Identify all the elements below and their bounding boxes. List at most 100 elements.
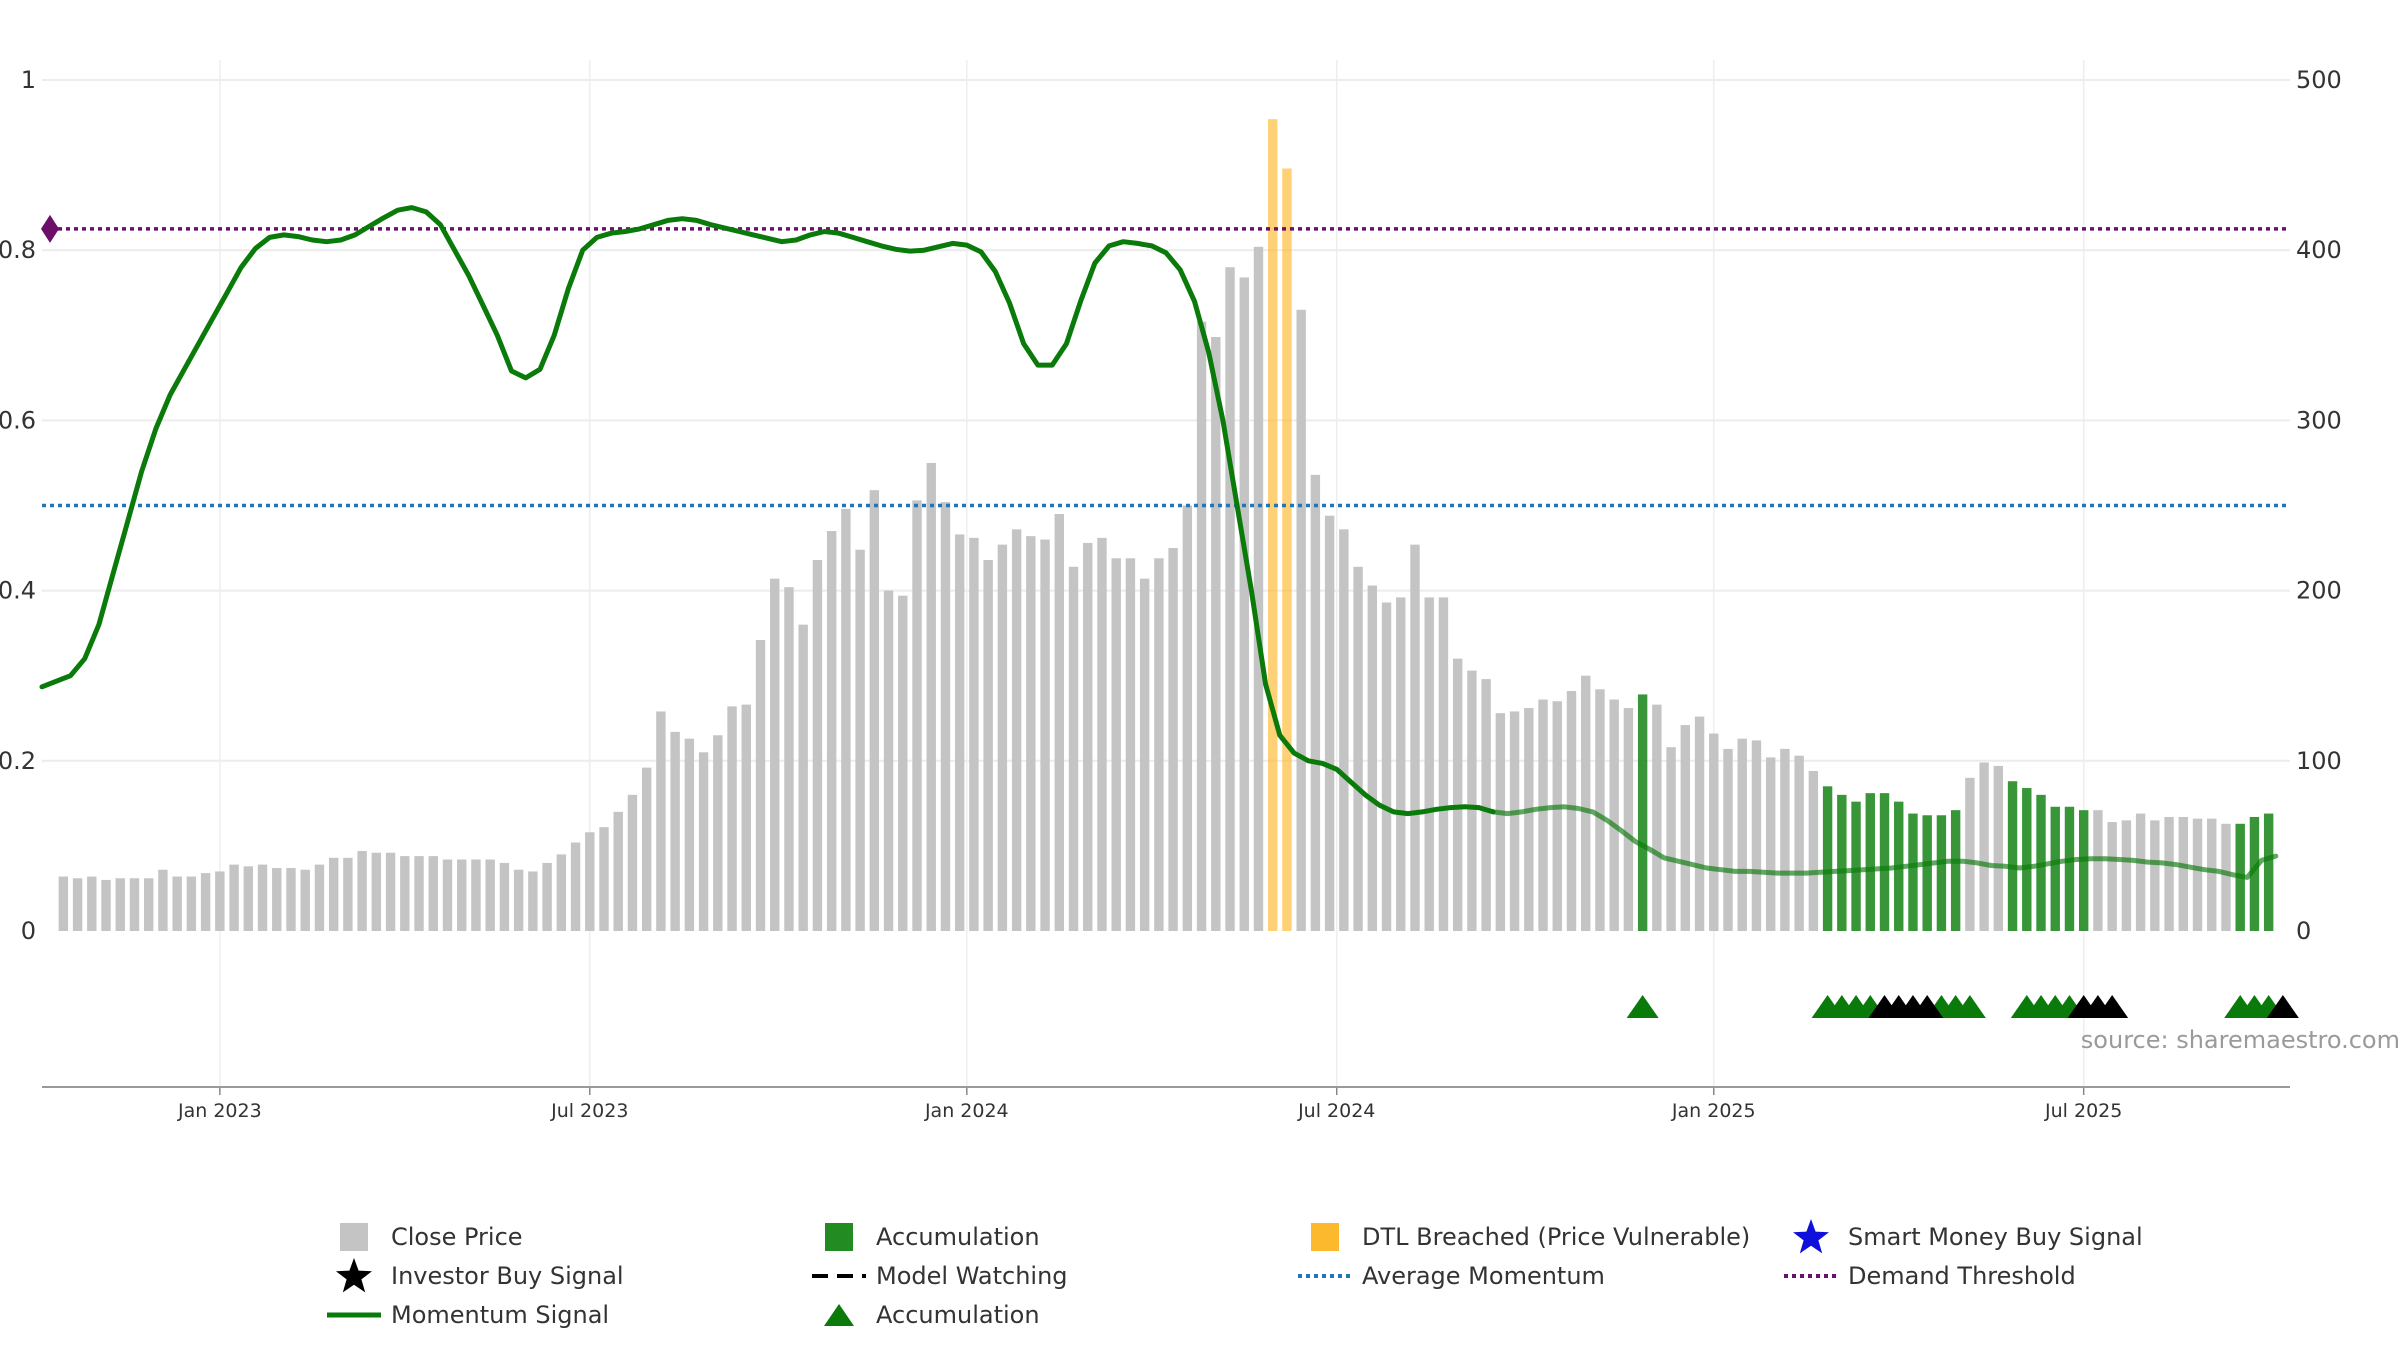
close-price-bar [172,876,182,931]
accumulation-bar [2022,788,2032,931]
close-price-bar [2192,818,2203,931]
close-price-bar [1324,515,1335,931]
right-tick-label: 200 [2296,577,2342,605]
momentum-line [39,205,1496,817]
x-tick-label: Jul 2025 [2044,1100,2122,1122]
left-tick-label: 0.2 [0,747,36,775]
close-price-bar [1623,708,1634,931]
close-price-bar [1452,658,1463,931]
close-price-bar [585,832,595,931]
close-price-bar [400,856,410,931]
close-price-bar [357,851,367,931]
x-tick-label: Jan 2025 [1671,1100,1756,1122]
close-price-bar [186,876,197,931]
close-price-bar [770,578,780,931]
accumulation-bar [1837,794,1847,931]
close-price-bar [641,767,652,931]
close-price-bar [2207,818,2217,931]
close-price-bar [1396,597,1406,931]
close-price-bar [1239,277,1249,931]
close-price-bar [1139,578,1150,931]
close-price-bar [314,864,325,931]
close-price-bar [200,873,211,931]
close-price-bar [1026,536,1036,931]
close-price-bar [1154,558,1164,931]
close-price-bar [926,462,936,931]
right-tick-label: 400 [2296,236,2342,264]
close-price-bar [1196,321,1207,932]
x-tick-label: Jul 2024 [1297,1100,1375,1122]
close-price-bar [1595,689,1605,931]
accumulation-bar [1922,815,1932,931]
reference-lines [42,227,2290,508]
close-price-bar [2164,816,2174,931]
investor-buy-marker [1911,995,1944,1018]
close-price-bar [528,871,538,931]
close-price-bar [542,862,552,931]
left-tick-label: 0.4 [0,577,36,605]
close-price-bar [1680,725,1691,931]
accumulation-bar [2263,813,2274,931]
close-price-bar [1780,748,1790,931]
close-price-bar [656,711,666,931]
accumulation-bar [1865,793,1875,931]
dtl-breached-bar [1268,119,1278,932]
accumulation-bar [2007,781,2018,931]
accumulation-bar [2249,816,2260,931]
close-price-bar [1737,738,1747,931]
right-tick-label: 300 [2296,406,2342,434]
close-price-bar [1353,566,1363,931]
close-price-bar [570,842,581,931]
close-price-bar [58,876,69,931]
close-price-bar [1011,529,1022,931]
close-price-bar [1552,701,1562,931]
close-price-bar [428,856,438,931]
close-price-bar [1808,771,1819,931]
close-price-bar [1168,548,1178,931]
close-price-bar [698,752,709,931]
demand-threshold-marker [41,214,59,243]
accumulation-bar [1851,801,1861,931]
close-price-bar [1424,597,1434,931]
close-price-bar [328,857,339,931]
close-price-bar [1723,748,1733,931]
close-price-bar [1296,309,1306,931]
close-price-bar [101,879,111,931]
close-price-bar [1467,670,1477,931]
accumulation-bar [1908,813,1918,931]
close-price-bar [1054,514,1064,931]
close-price-bar [1652,704,1662,931]
close-price-bar [2093,810,2103,931]
close-price-bar [272,868,282,931]
close-price-bar [2121,820,2132,931]
close-price-bar [2178,816,2188,931]
close-price-bar [2135,813,2146,931]
close-price-bar [912,500,922,931]
close-price-bar [1481,679,1491,931]
close-price-bar [1068,566,1079,931]
close-price-bar [1794,755,1804,931]
right-tick-label: 500 [2296,66,2342,94]
x-tick-label: Jan 2024 [924,1100,1009,1122]
close-price-bar [343,857,353,931]
close-price-bar [954,534,965,931]
accumulation-marker [1953,995,1986,1018]
close-price-bar [841,508,851,931]
close-price-bar [229,864,239,931]
close-price-bar [1509,711,1520,931]
close-price-bar [485,859,495,931]
close-price-bar [983,559,993,931]
close-price-bar [727,706,737,931]
close-price-bar [87,876,97,931]
close-price-bar [1211,337,1221,931]
investor-buy-marker [2096,995,2129,1018]
close-price-bar [1765,757,1776,931]
close-price-bar [684,738,695,931]
close-price-bar [798,624,808,931]
close-price-bar [670,731,680,931]
close-price-bar [2221,823,2231,931]
close-price-bar [1979,762,1989,931]
close-price-bar [1083,542,1093,931]
close-price-bar [385,852,396,931]
